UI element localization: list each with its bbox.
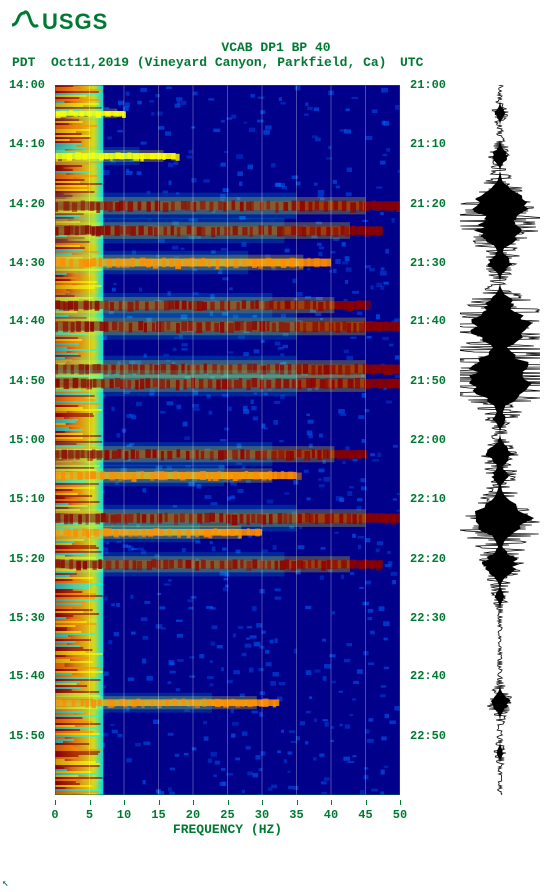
y-tick-left: 15:30	[9, 611, 45, 625]
cursor-icon: ↖	[2, 876, 9, 890]
y-tick-right: 22:00	[410, 433, 446, 447]
y-tick-left: 14:50	[9, 374, 45, 388]
logo-text: USGS	[42, 9, 108, 35]
y-tick-right: 22:40	[410, 669, 446, 683]
y-axis-left-pdt: 14:0014:1014:2014:3014:4014:5015:0015:10…	[0, 85, 50, 795]
x-tick: 35	[289, 808, 303, 822]
x-tick: 50	[393, 808, 407, 822]
y-tick-left: 14:40	[9, 314, 45, 328]
y-tick-right: 21:20	[410, 197, 446, 211]
y-tick-left: 15:40	[9, 669, 45, 683]
y-tick-left: 14:30	[9, 256, 45, 270]
y-tick-right: 22:30	[410, 611, 446, 625]
chart-subtitle: PDT Oct11,2019 (Vineyard Canyon, Parkfie…	[12, 55, 386, 70]
y-tick-right: 22:10	[410, 492, 446, 506]
tz-left-label: PDT	[12, 55, 35, 70]
usgs-logo: USGS	[10, 5, 108, 39]
y-tick-right: 21:30	[410, 256, 446, 270]
x-tick: 40	[324, 808, 338, 822]
x-tick: 30	[255, 808, 269, 822]
y-tick-left: 15:50	[9, 729, 45, 743]
date-location: Oct11,2019 (Vineyard Canyon, Parkfield, …	[51, 55, 386, 70]
y-tick-left: 15:00	[9, 433, 45, 447]
y-tick-right: 21:40	[410, 314, 446, 328]
y-tick-left: 14:20	[9, 197, 45, 211]
x-tick: 25	[220, 808, 234, 822]
y-tick-right: 22:20	[410, 552, 446, 566]
seismogram-waveform	[460, 85, 540, 795]
y-tick-right: 22:50	[410, 729, 446, 743]
x-tick: 10	[117, 808, 131, 822]
x-tick: 0	[51, 808, 58, 822]
x-tick: 45	[358, 808, 372, 822]
y-tick-left: 14:10	[9, 137, 45, 151]
tz-right-label: UTC	[400, 55, 423, 70]
spectrogram-heatmap	[55, 85, 400, 795]
y-tick-left: 14:00	[9, 78, 45, 92]
x-tick: 20	[186, 808, 200, 822]
chart-title: VCAB DP1 BP 40	[0, 40, 552, 55]
x-axis-label: FREQUENCY (HZ)	[55, 822, 400, 837]
logo-wave-icon	[10, 5, 40, 39]
y-tick-left: 15:20	[9, 552, 45, 566]
y-tick-right: 21:50	[410, 374, 446, 388]
x-tick: 5	[86, 808, 93, 822]
y-tick-right: 21:00	[410, 78, 446, 92]
y-tick-right: 21:10	[410, 137, 446, 151]
y-axis-right-utc: 21:0021:1021:2021:3021:4021:5022:0022:10…	[405, 85, 455, 795]
y-tick-left: 15:10	[9, 492, 45, 506]
x-tick: 15	[151, 808, 165, 822]
